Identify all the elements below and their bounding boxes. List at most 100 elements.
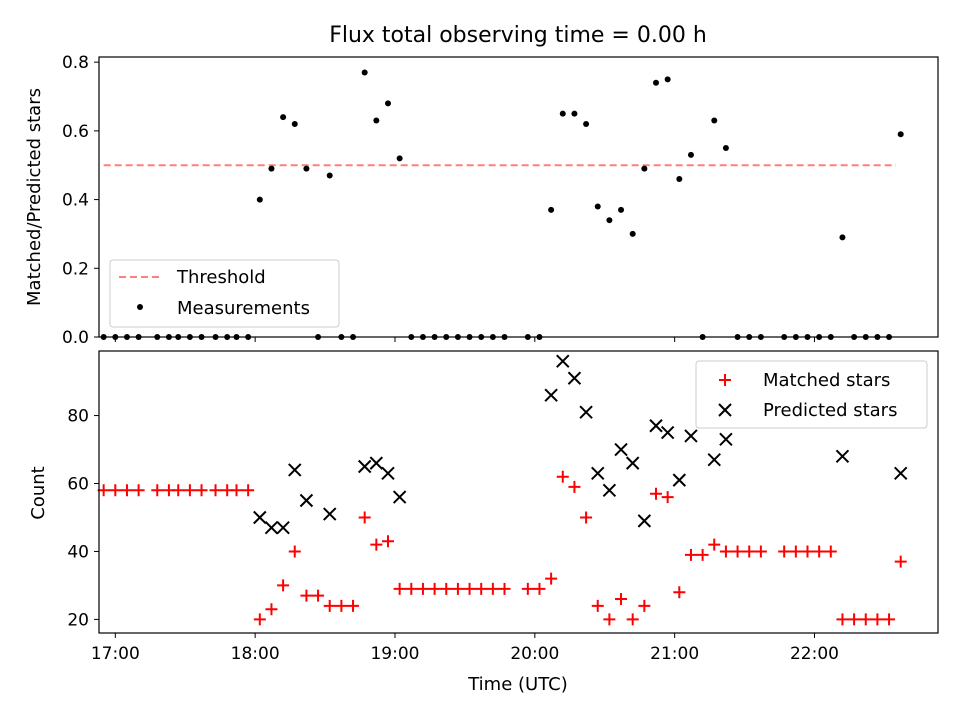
matched-star-point: [789, 545, 802, 558]
matched-star-point: [521, 582, 534, 595]
matched-star-point: [416, 582, 429, 595]
matched-star-point: [813, 545, 826, 558]
measurement-point: [361, 69, 368, 76]
predicted-star-point: [591, 466, 605, 481]
matched-star-point: [731, 545, 744, 558]
predicted-star-point: [684, 429, 698, 443]
predicted-star-point: [660, 425, 675, 440]
measurement-point: [722, 145, 729, 152]
ratio-y-tick-label: 0.2: [62, 259, 89, 279]
matched-star-point: [556, 470, 569, 483]
matched-star-point: [684, 548, 697, 561]
matched-star-point: [358, 511, 371, 524]
legend-measurements-label: Measurements: [177, 298, 310, 319]
matched-star-point: [183, 484, 196, 497]
matched-star-point: [370, 538, 383, 551]
measurement-point: [291, 120, 298, 127]
ratio-plot-frame: [98, 56, 939, 338]
predicted-star-point: [672, 473, 687, 487]
matched-star-point: [335, 599, 348, 612]
matched-star-point: [708, 538, 721, 551]
legend-predicted-label: Predicted stars: [763, 400, 897, 421]
count-y-tick-label: 60: [67, 475, 89, 495]
legend-predicted-marker: [718, 403, 732, 417]
matched-star-point: [801, 545, 814, 558]
matched-star-point: [754, 545, 767, 558]
predicted-star-point: [707, 453, 721, 467]
count-x-tick-label: 20:00: [510, 644, 559, 664]
matched-star-point: [894, 555, 907, 568]
legend-matched-label: Matched stars: [763, 370, 890, 391]
measurement-point: [839, 234, 846, 241]
measurement-point: [897, 131, 904, 138]
predicted-star-point: [369, 456, 384, 470]
predicted-star-point: [264, 520, 279, 535]
measurement-point: [268, 165, 275, 172]
matched-star-point: [778, 545, 791, 558]
matched-star-point: [661, 491, 674, 504]
matched-star-point: [393, 582, 406, 595]
matched-star-point: [428, 582, 441, 595]
count-y-tick-label: 20: [67, 610, 89, 630]
measurement-point: [256, 196, 263, 203]
matched-star-point: [440, 582, 453, 595]
matched-star-point: [871, 613, 884, 626]
predicted-star-point: [299, 493, 314, 508]
count-x-tick-label: 19:00: [370, 644, 419, 664]
matched-star-point: [323, 599, 336, 612]
measurement-point: [559, 110, 566, 117]
matched-star-point: [97, 484, 110, 497]
matched-star-point: [824, 545, 837, 558]
matched-star-point: [580, 511, 593, 524]
matched-star-point: [242, 484, 255, 497]
matched-star-point: [615, 593, 628, 606]
predicted-star-point: [835, 449, 850, 464]
matched-star-point: [253, 613, 266, 626]
measurement-point: [396, 155, 403, 162]
predicted-star-point: [253, 510, 267, 525]
matched-star-point: [265, 603, 278, 616]
ratio-y-tick-label: 0.0: [62, 328, 89, 348]
predicted-star-point: [637, 514, 652, 528]
ratio-y-tick-label: 0.8: [62, 53, 89, 73]
ratio-y-tick-label: 0.6: [62, 122, 89, 142]
matched-star-point: [486, 582, 499, 595]
matched-star-point: [230, 484, 243, 497]
count-legend-box: [695, 360, 928, 429]
matched-star-point: [288, 545, 301, 558]
measurement-point: [571, 110, 578, 117]
matched-star-point: [883, 613, 896, 626]
legend-threshold-label: Threshold: [176, 267, 266, 288]
count-x-tick-label: 21:00: [650, 644, 699, 664]
matched-star-point: [451, 582, 464, 595]
matched-star-point: [743, 545, 756, 558]
matched-star-point: [848, 613, 861, 626]
predicted-star-point: [276, 520, 290, 535]
matched-star-point: [498, 582, 511, 595]
measurement-point: [303, 165, 310, 172]
matched-star-point: [312, 589, 325, 602]
measurement-point: [653, 79, 660, 86]
matched-star-point: [568, 480, 581, 493]
measurement-point: [687, 151, 694, 158]
measurement-point: [373, 117, 380, 124]
ratio-panel: Flux total observing time = 0.00 h Match…: [24, 23, 939, 348]
matched-star-point: [120, 484, 133, 497]
ratio-y-tick-label: 0.4: [62, 191, 89, 211]
measurement-point: [664, 76, 671, 83]
predicted-star-point: [625, 456, 640, 470]
matched-star-point: [463, 582, 476, 595]
predicted-star-point: [556, 354, 570, 368]
matched-star-point: [591, 599, 604, 612]
measurement-point: [384, 100, 391, 107]
chart-title: Flux total observing time = 0.00 h: [329, 23, 707, 48]
measurement-point: [641, 165, 648, 172]
measurement-point: [594, 203, 601, 210]
count-y-tick-label: 80: [67, 407, 89, 427]
predicted-star-point: [544, 388, 558, 402]
matched-star-point: [475, 582, 488, 595]
measurement-point: [629, 230, 636, 237]
matched-star-point: [533, 582, 546, 595]
measurement-point: [676, 175, 683, 182]
